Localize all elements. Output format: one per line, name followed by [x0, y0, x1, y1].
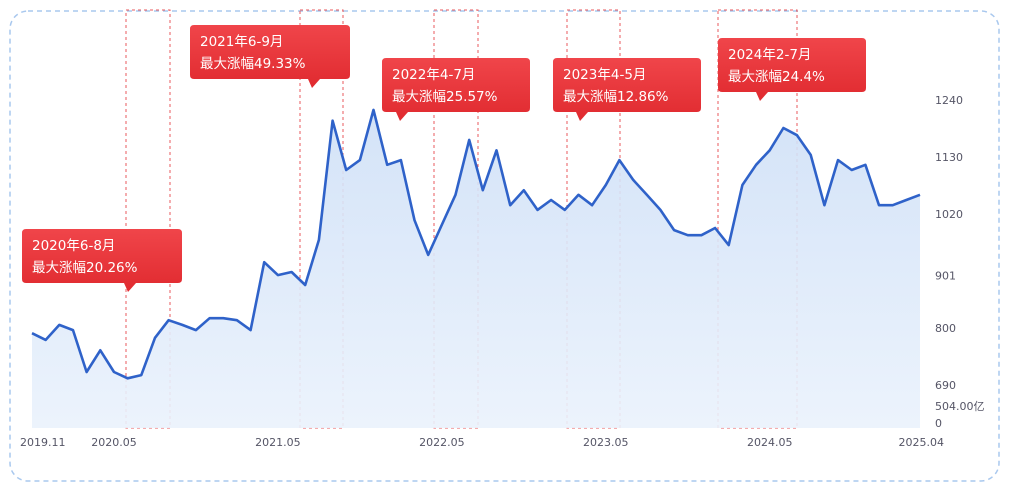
callout-period: 2021年6-9月: [200, 34, 283, 50]
y-tick-label: 1020: [935, 208, 963, 221]
x-tick-label: 2020.05: [91, 436, 137, 449]
callout-box: [382, 58, 530, 121]
y-zero-label: 0: [935, 417, 942, 430]
y-tick-label: 800: [935, 322, 956, 335]
y-tick-label: 901: [935, 270, 956, 283]
y-tick-label: 1240: [935, 94, 963, 107]
callout-box: [553, 58, 701, 121]
callout-period: 2020年6-8月: [32, 238, 115, 254]
callout-box: [22, 229, 182, 292]
callout-gain: 最大涨幅12.86%: [563, 89, 669, 105]
highlight-period: [125, 9, 171, 429]
x-tick-label: 2024.05: [747, 436, 793, 449]
line: [31, 108, 921, 380]
callout-box: [190, 25, 350, 88]
callout-gain: 最大涨幅24.4%: [728, 69, 825, 85]
x-tick-label: 2023.05: [583, 436, 629, 449]
callout-gain: 最大涨幅25.57%: [392, 89, 498, 105]
x-tick-label: 2025.04: [899, 436, 945, 449]
callout-gain: 最大涨幅49.33%: [200, 56, 306, 72]
callout-period: 2022年4-7月: [392, 67, 475, 83]
callout-box: [718, 38, 866, 101]
area: [32, 109, 920, 429]
y-tick-label: 1130: [935, 151, 963, 164]
callout-period: 2023年4-5月: [563, 67, 646, 83]
x-tick-label: 2022.05: [419, 436, 465, 449]
x-tick-label: 2021.05: [255, 436, 301, 449]
x-tick-label: 2019.11: [20, 436, 66, 449]
callout-gain: 最大涨幅20.26%: [32, 260, 138, 276]
y-tick-label: 690: [935, 379, 956, 392]
y-min-label: 504.00亿: [935, 400, 985, 413]
callout-period: 2024年2-7月: [728, 47, 811, 63]
